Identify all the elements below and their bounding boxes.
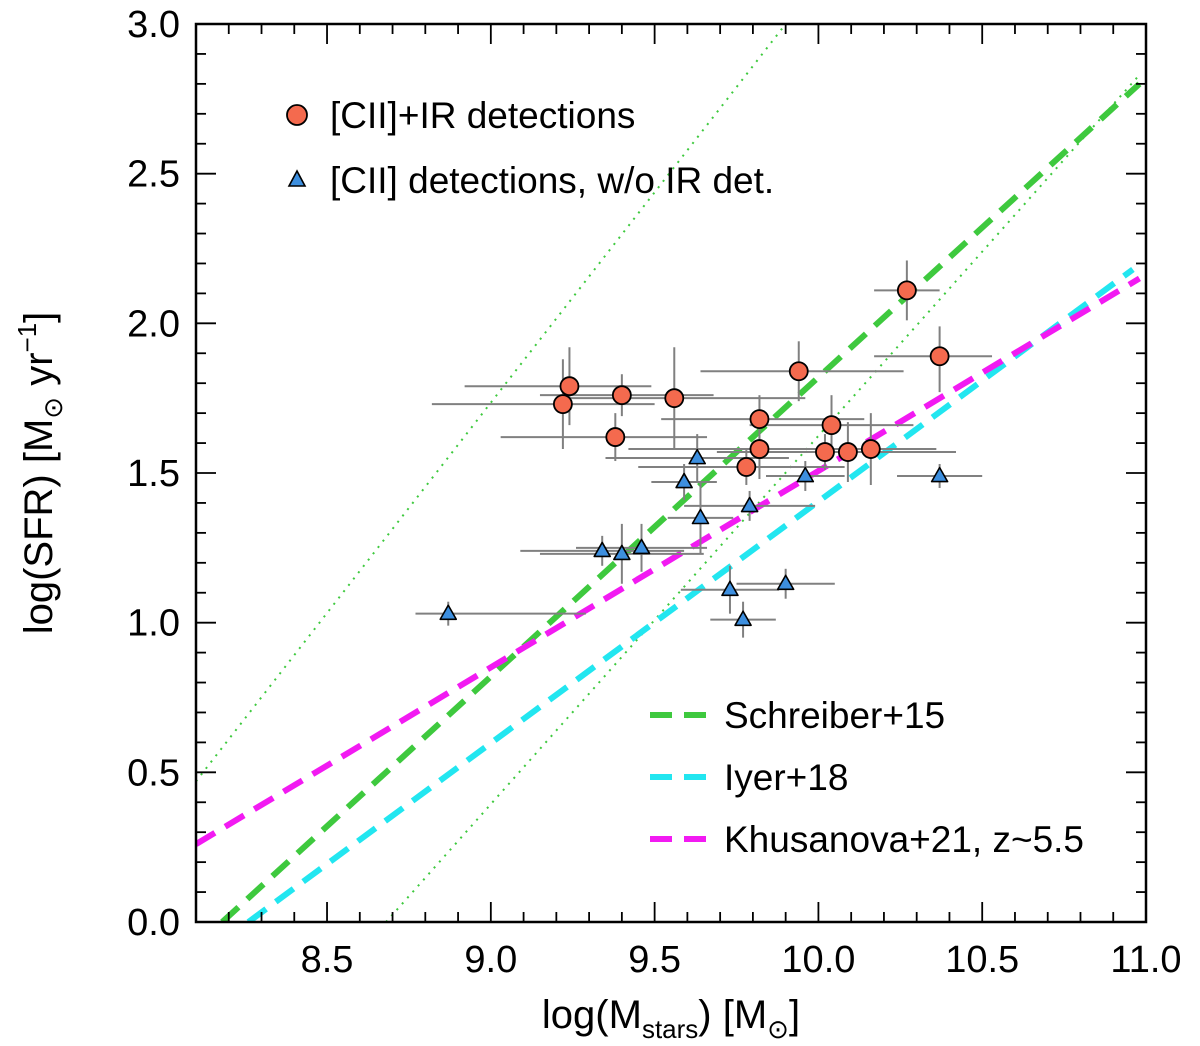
- triangle-point: [721, 580, 739, 597]
- triangle-point: [930, 466, 949, 483]
- line-schreiber-15: [220, 81, 1142, 922]
- y-tick-label: 2.5: [127, 154, 180, 196]
- circle-point: [821, 415, 842, 436]
- axis-ticks: 8.5 9.0 9.5 10.0 10.5 11.0 0.0 0.5 1.0 1.5 2.0 2.5 3…: [127, 4, 1181, 981]
- triangle-point: [776, 574, 795, 591]
- circle-point: [788, 361, 809, 382]
- axis-labels: log(Mstars) [M⊙] log(SFR) [M⊙ yr−1]: [12, 312, 800, 1044]
- triangle-point: [734, 610, 752, 627]
- legend-label: Schreiber+15: [724, 695, 945, 736]
- legend: [CII]+IR detections [CII] detections, w/o…: [286, 95, 1084, 860]
- x-axis-label: log(Mstars) [M⊙]: [542, 993, 800, 1044]
- plot-frame: [194, 22, 1148, 924]
- y-tick-label: 2.0: [127, 303, 180, 345]
- circle-point: [749, 409, 770, 430]
- circle-point: [896, 280, 917, 301]
- legend-circle-marker: [286, 104, 308, 126]
- line-iyer-18: [246, 267, 1135, 922]
- circle-point: [559, 376, 580, 397]
- plot-border: [194, 22, 1148, 924]
- circle-point: [929, 346, 950, 367]
- x-tick-label: 9.5: [628, 939, 681, 981]
- y-axis-label: log(SFR) [M⊙ yr−1]: [12, 312, 68, 635]
- legend-label: Khusanova+21, z~5.5: [724, 819, 1084, 860]
- circle-point: [552, 394, 573, 415]
- circle-point: [605, 427, 626, 447]
- circle-point: [664, 388, 685, 409]
- legend-label: Iyer+18: [724, 757, 848, 798]
- circle-point: [736, 457, 757, 477]
- line-schreiber-15-lower: [385, 74, 1141, 922]
- x-tick-label: 9.0: [464, 939, 517, 981]
- triangle-point: [688, 448, 707, 465]
- y-tick-label: 1.0: [127, 603, 180, 645]
- y-tick-label: 1.5: [127, 453, 180, 495]
- triangle-point: [691, 508, 710, 525]
- x-tick-label: 11.0: [1110, 939, 1181, 981]
- y-tick-label: 0.5: [127, 752, 180, 794]
- triangle-point: [613, 544, 631, 561]
- triangle-point: [740, 496, 759, 513]
- triangle-point: [632, 538, 651, 555]
- triangle-point: [439, 604, 458, 621]
- legend-label: [CII]+IR detections: [330, 95, 635, 136]
- legend-label: [CII] detections, w/o IR det.: [330, 160, 774, 201]
- circle-point: [860, 439, 881, 459]
- circle-point: [815, 442, 835, 462]
- x-tick-label: 10.5: [945, 939, 1019, 981]
- legend-triangle-marker: [287, 169, 307, 187]
- circle-point: [611, 385, 632, 406]
- triangle-point: [675, 472, 693, 489]
- triangle-point: [593, 541, 612, 558]
- circle-point: [837, 442, 858, 462]
- triangle-point: [796, 466, 815, 483]
- x-tick-label: 10.0: [781, 939, 855, 981]
- y-tick-label: 0.0: [127, 902, 180, 944]
- x-tick-label: 8.5: [301, 939, 354, 981]
- circle-point: [749, 439, 770, 459]
- line-khusanova-21-z-5-5: [196, 275, 1141, 847]
- error-bars: [415, 260, 993, 638]
- data-points: [439, 280, 950, 627]
- y-tick-label: 3.0: [127, 4, 180, 46]
- trend-lines: [196, 24, 1142, 922]
